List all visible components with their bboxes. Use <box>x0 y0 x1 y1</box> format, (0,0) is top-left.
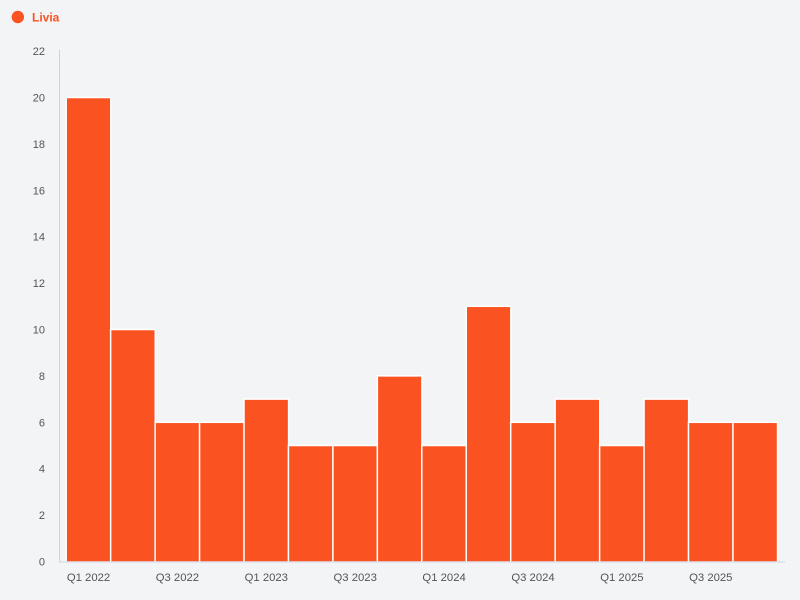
svg-text:16: 16 <box>33 185 45 197</box>
svg-text:18: 18 <box>33 139 45 151</box>
svg-text:4: 4 <box>39 464 45 476</box>
svg-text:6: 6 <box>39 417 45 429</box>
svg-text:0: 0 <box>39 557 45 569</box>
svg-text:2: 2 <box>39 510 45 522</box>
svg-text:Q3 2022: Q3 2022 <box>156 572 199 584</box>
svg-text:8: 8 <box>39 371 45 383</box>
svg-text:Q1 2025: Q1 2025 <box>600 572 643 584</box>
svg-text:14: 14 <box>33 232 45 244</box>
svg-text:Q1 2022: Q1 2022 <box>67 572 110 584</box>
svg-text:Livia: Livia <box>32 11 60 25</box>
svg-text:Q1 2023: Q1 2023 <box>245 572 288 584</box>
svg-text:22: 22 <box>33 46 45 58</box>
svg-text:20: 20 <box>33 93 45 105</box>
svg-text:Q1 2024: Q1 2024 <box>422 572 465 584</box>
svg-text:Q3 2025: Q3 2025 <box>689 572 732 584</box>
svg-text:12: 12 <box>33 278 45 290</box>
svg-text:Q3 2023: Q3 2023 <box>334 572 377 584</box>
svg-text:10: 10 <box>33 325 45 337</box>
svg-text:Q3 2024: Q3 2024 <box>511 572 554 584</box>
